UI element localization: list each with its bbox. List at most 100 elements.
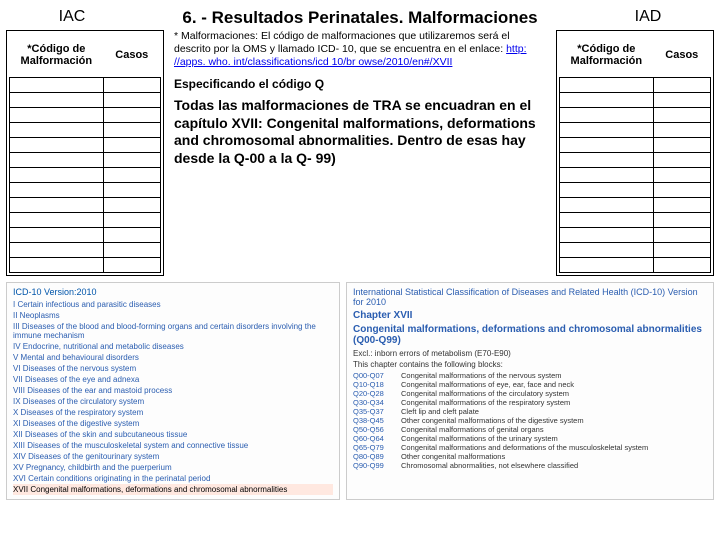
icd-chapter-item[interactable]: XV Pregnancy, childbirth and the puerper…: [13, 462, 333, 473]
cell-casos[interactable]: [103, 78, 160, 93]
icd-block-code: Q65-Q79: [353, 443, 395, 452]
icd-chapter-item[interactable]: VII Diseases of the eye and adnexa: [13, 374, 333, 385]
cell-casos[interactable]: [653, 213, 710, 228]
icd-chapter-item[interactable]: XVI Certain conditions originating in th…: [13, 473, 333, 484]
icd-highlight[interactable]: XVII Congenital malformations, deformati…: [13, 484, 333, 495]
table-row: [560, 228, 711, 243]
cell-casos[interactable]: [103, 213, 160, 228]
icd-block-line[interactable]: Q50-Q56Congenital malformations of genit…: [353, 425, 707, 434]
icd-block-line[interactable]: Q38-Q45Other congenital malformations of…: [353, 416, 707, 425]
icd-chapter-item[interactable]: I Certain infectious and parasitic disea…: [13, 299, 333, 310]
cell-codigo[interactable]: [560, 213, 654, 228]
cell-codigo[interactable]: [560, 183, 654, 198]
cell-codigo[interactable]: [10, 198, 104, 213]
icd-chapter-item[interactable]: V Mental and behavioural disorders: [13, 352, 333, 363]
cell-casos[interactable]: [653, 138, 710, 153]
icd-hdr1: International Statistical Classification…: [353, 287, 707, 307]
icd-chapter-item[interactable]: VIII Diseases of the ear and mastoid pro…: [13, 385, 333, 396]
cell-codigo[interactable]: [10, 243, 104, 258]
cell-casos[interactable]: [653, 243, 710, 258]
th-casos: Casos: [653, 33, 710, 78]
icd-chapter-item[interactable]: X Diseases of the respiratory system: [13, 407, 333, 418]
icd-block-text: Congenital malformations and deformation…: [401, 443, 648, 452]
cell-casos[interactable]: [103, 258, 160, 273]
icd-block-text: Other congenital malformations: [401, 452, 505, 461]
cell-casos[interactable]: [653, 258, 710, 273]
cell-casos[interactable]: [653, 108, 710, 123]
icd-block-code: Q90-Q99: [353, 461, 395, 470]
cell-codigo[interactable]: [10, 93, 104, 108]
icd-block-text: Congenital malformations of eye, ear, fa…: [401, 380, 574, 389]
icd-block-code: Q10-Q18: [353, 380, 395, 389]
cell-codigo[interactable]: [560, 108, 654, 123]
icd-chapter-item[interactable]: III Diseases of the blood and blood-form…: [13, 321, 333, 341]
cell-codigo[interactable]: [560, 228, 654, 243]
table-row: [10, 93, 161, 108]
icd-block-line[interactable]: Q10-Q18 Congenital malformations of eye, …: [353, 380, 707, 389]
icd-block-line[interactable]: Q30-Q34Congenital malformations of the r…: [353, 398, 707, 407]
icd-chapter-item[interactable]: XIII Diseases of the musculoskeletal sys…: [13, 440, 333, 451]
cell-casos[interactable]: [653, 198, 710, 213]
cell-casos[interactable]: [103, 153, 160, 168]
cell-codigo[interactable]: [10, 123, 104, 138]
cell-codigo[interactable]: [10, 228, 104, 243]
cell-codigo[interactable]: [10, 258, 104, 273]
cell-casos[interactable]: [103, 243, 160, 258]
cell-casos[interactable]: [653, 168, 710, 183]
cell-codigo[interactable]: [560, 93, 654, 108]
table-row: [10, 183, 161, 198]
bottom-row: ICD-10 Version:2010 I Certain infectious…: [0, 282, 720, 500]
cell-casos[interactable]: [653, 183, 710, 198]
table-row: [560, 213, 711, 228]
table-row: [10, 153, 161, 168]
cell-codigo[interactable]: [10, 183, 104, 198]
cell-casos[interactable]: [103, 123, 160, 138]
cell-codigo[interactable]: [560, 153, 654, 168]
cell-casos[interactable]: [103, 108, 160, 123]
tbody-iac: [10, 78, 161, 273]
cell-casos[interactable]: [653, 228, 710, 243]
cell-casos[interactable]: [653, 123, 710, 138]
cell-casos[interactable]: [653, 93, 710, 108]
cell-codigo[interactable]: [560, 78, 654, 93]
table-row: [560, 108, 711, 123]
icd-block-line[interactable]: Q00-Q07Congenital malformations of the n…: [353, 371, 707, 380]
cell-casos[interactable]: [103, 228, 160, 243]
icd-block-line[interactable]: Q65-Q79 Congenital malformations and defo…: [353, 443, 707, 452]
cell-codigo[interactable]: [10, 108, 104, 123]
icd-chapter-item[interactable]: XII Diseases of the skin and subcutaneou…: [13, 429, 333, 440]
cell-casos[interactable]: [103, 198, 160, 213]
cell-codigo[interactable]: [10, 168, 104, 183]
icd-block-line[interactable]: Q60-Q64Congenital malformations of the u…: [353, 434, 707, 443]
icd-chapter-item[interactable]: IV Endocrine, nutritional and metabolic …: [13, 341, 333, 352]
cell-codigo[interactable]: [10, 138, 104, 153]
icd-chapter-item[interactable]: IX Diseases of the circulatory system: [13, 396, 333, 407]
icd-block-line[interactable]: Q80-Q89Other congenital malformations: [353, 452, 707, 461]
table-row: [560, 198, 711, 213]
cell-casos[interactable]: [103, 138, 160, 153]
note-text: * Malformaciones: El código de malformac…: [174, 30, 546, 69]
cell-casos[interactable]: [103, 93, 160, 108]
icd-chapter-item[interactable]: VI Diseases of the nervous system: [13, 363, 333, 374]
cell-codigo[interactable]: [10, 153, 104, 168]
cell-codigo[interactable]: [560, 198, 654, 213]
icd-block-line[interactable]: Q20-Q28Congenital malformations of the c…: [353, 389, 707, 398]
cell-codigo[interactable]: [560, 138, 654, 153]
cell-codigo[interactable]: [10, 213, 104, 228]
cell-codigo[interactable]: [10, 78, 104, 93]
icd-block-line[interactable]: Q90-Q99Chromosomal abnormalities, not el…: [353, 461, 707, 470]
icd-chapter-item[interactable]: XIV Diseases of the genitourinary system: [13, 451, 333, 462]
icd-chapter-item[interactable]: XI Diseases of the digestive system: [13, 418, 333, 429]
cell-codigo[interactable]: [560, 258, 654, 273]
cell-casos[interactable]: [653, 78, 710, 93]
cell-casos[interactable]: [103, 183, 160, 198]
icd-chapter-item[interactable]: II Neoplasms: [13, 310, 333, 321]
header-row: IAC 6. - Resultados Perinatales. Malform…: [0, 0, 720, 30]
cell-casos[interactable]: [103, 168, 160, 183]
icd-block-line[interactable]: Q35-Q37Cleft lip and cleft palate: [353, 407, 707, 416]
cell-codigo[interactable]: [560, 168, 654, 183]
cell-casos[interactable]: [653, 153, 710, 168]
table-row: [10, 108, 161, 123]
cell-codigo[interactable]: [560, 123, 654, 138]
cell-codigo[interactable]: [560, 243, 654, 258]
